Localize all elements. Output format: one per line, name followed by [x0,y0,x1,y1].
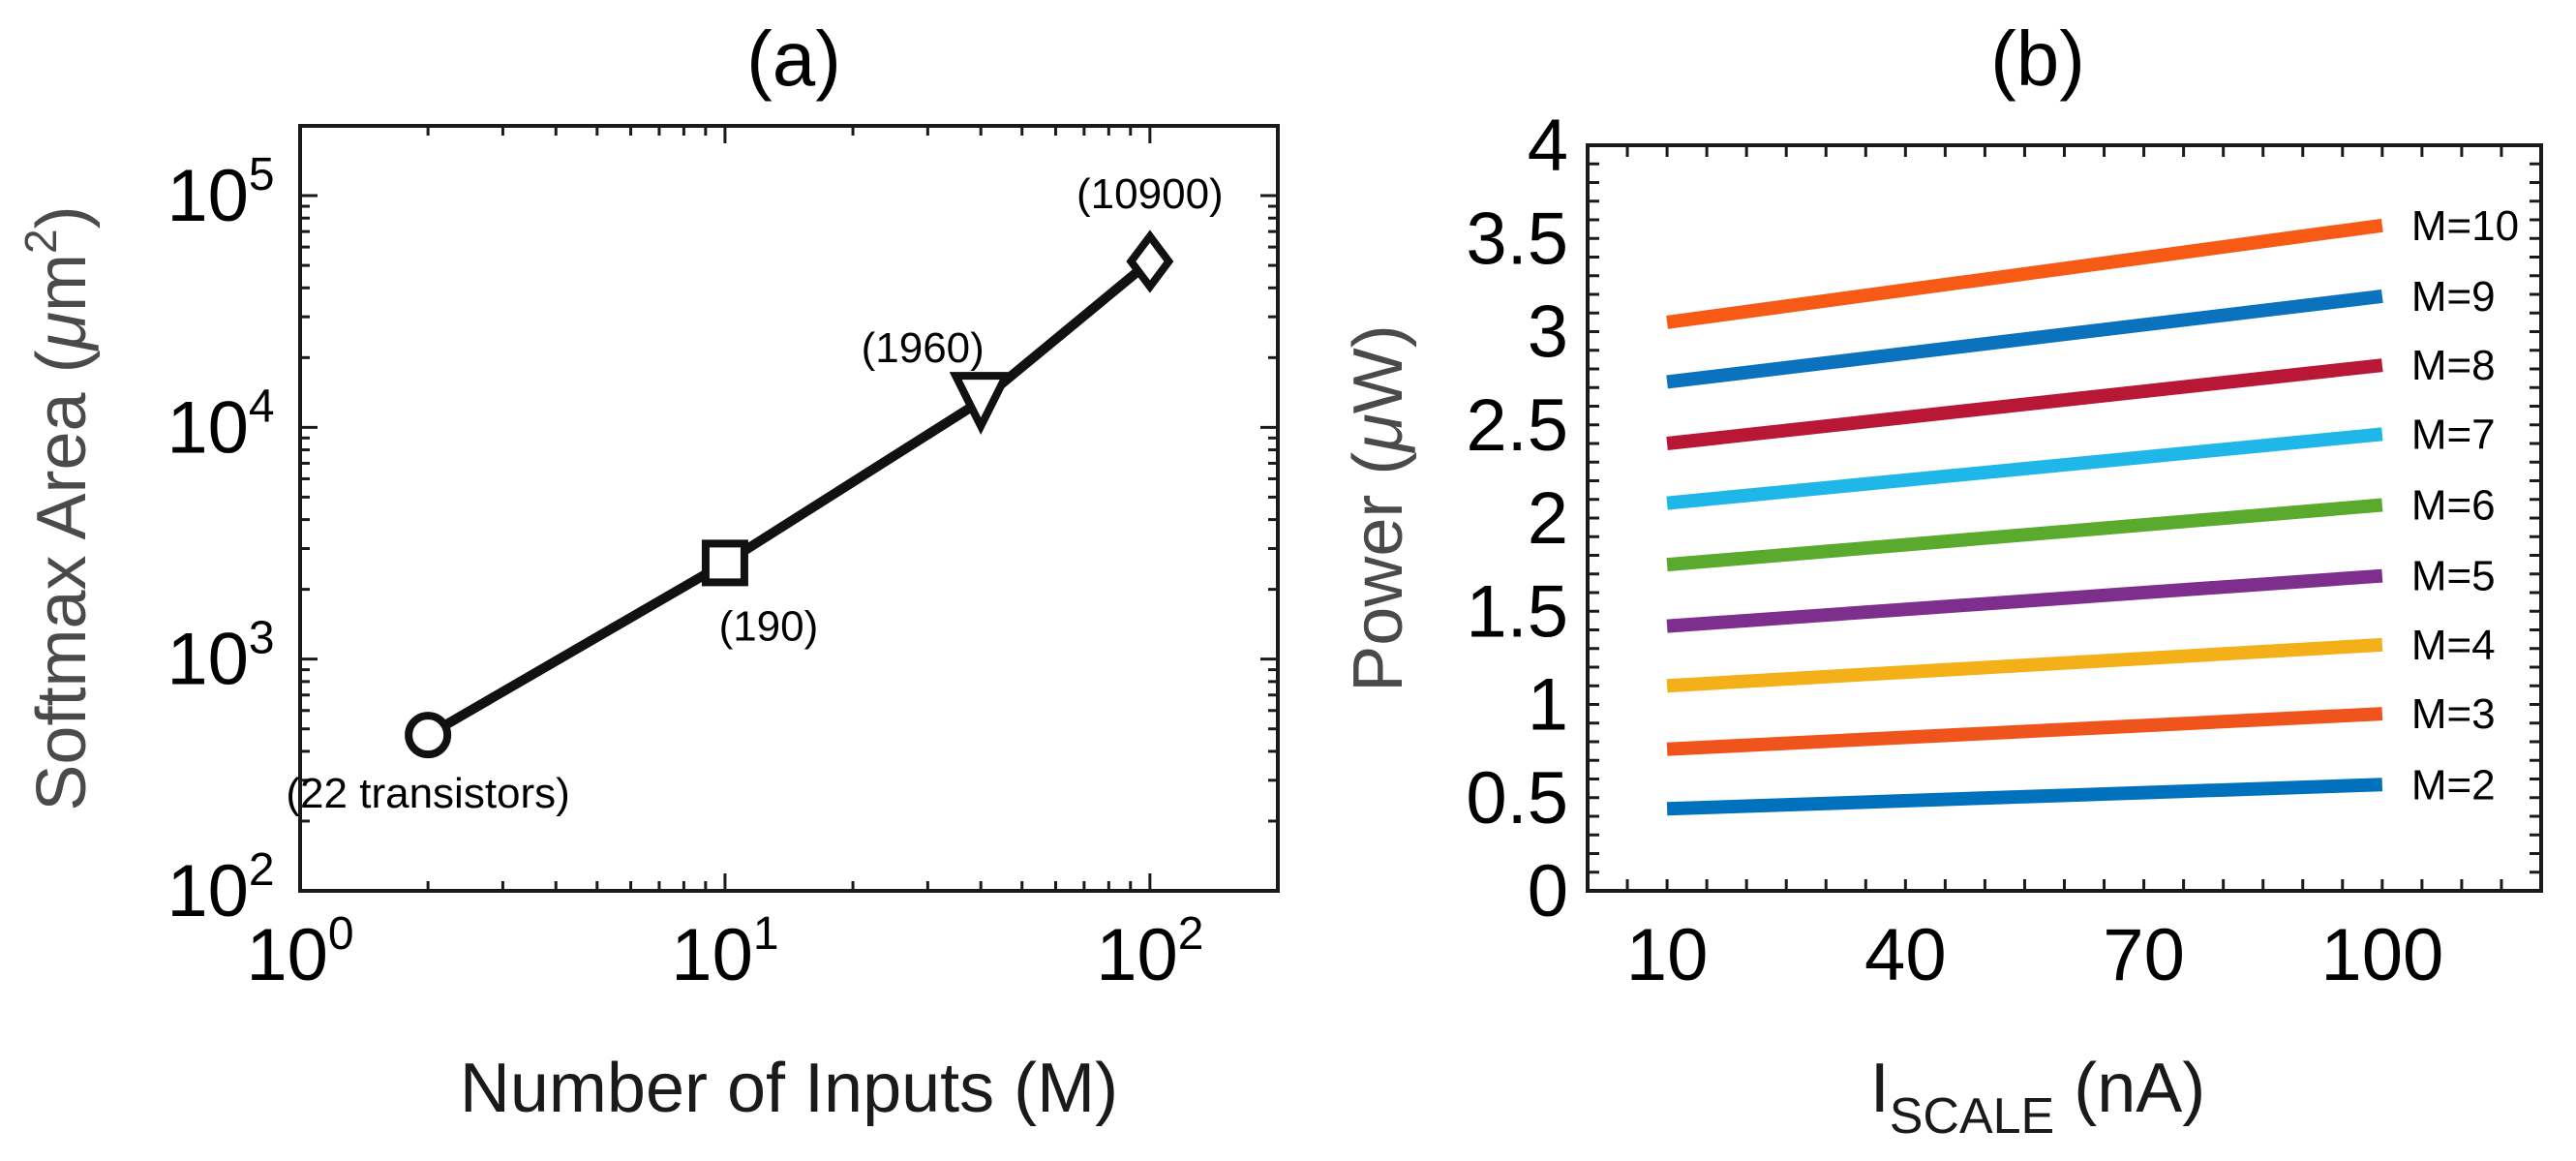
panel-b-ylabel-mu: μ [1340,413,1417,453]
panel-a-y-tick-label: 103 [167,613,274,701]
panel-b-series-line [1666,637,2383,693]
panel-a-x-tick-labels: 100 101 102 [246,908,1203,996]
panel-b-y-tick-labels: 0 0.5 1 1.5 2 2.5 3 3.5 4 [1466,105,1568,932]
panel-b-xlabel-sub: SCALE [1890,1088,2055,1145]
panel-b-y-tick-label: 2.5 [1466,384,1568,467]
panel-b-legend: M=2 M=3 M=4 M=5 M=6 M=7 M=8 M=9 M=10 [2411,202,2519,810]
panel-a-ylabel-prefix: Softmax Area ( [23,350,101,810]
panel-b-frame [1586,143,2543,893]
panel-b-series-line [1666,778,2383,816]
panel-b-y-tick-label: 3.5 [1466,198,1568,280]
panel-a-annotation: (10900) [1076,170,1224,218]
panel-a-title: (a) [746,15,841,102]
panel-a-ylabel-unit: m [23,254,101,312]
panel-a-y-axis-label: Softmax Area (μm2) [15,205,101,810]
panel-b-x-tick-label: 40 [1864,914,1947,996]
panel-a-x-tick-label: 100 [246,908,353,996]
panel-b-y-tick-label: 0 [1528,850,1568,932]
panel-b-legend-label: M=9 [2411,273,2496,321]
panel-a-ylabel-sup: 2 [15,229,66,254]
panel-b-x-tick-label: 10 [1626,914,1709,996]
panel-b-series-line [1666,289,2383,389]
panel-b-series-line [1666,427,2383,510]
panel-b-legend-label: M=2 [2411,761,2496,809]
panel-a-annotation: (22 transistors) [286,770,569,817]
panel-b-y-tick-label: 1 [1528,664,1568,747]
panel-a-marker-triangle [949,372,1013,436]
panel-b-series-line [1666,218,2383,329]
panel-a-y-tick-labels: 102 103 104 105 [167,149,274,932]
panel-a-x-tick-label: 102 [1096,908,1203,996]
panel-b-legend-label: M=3 [2411,690,2496,738]
panel-b-series-line [1666,568,2383,633]
panel-b-series-line [1666,358,2383,450]
panel-b-y-tick-label: 0.5 [1466,757,1568,840]
panel-a-y-tick-label: 104 [167,381,274,469]
panel-a-x-axis-label: Number of Inputs (M) [460,1050,1118,1127]
panel-a-annotation: (1960) [862,324,985,372]
panel-a-annotations: (22 transistors) (190) (1960) (10900) [286,170,1223,817]
panel-b-xlabel-main: I [1870,1050,1890,1127]
panel-b-y-axis-label: Power (μW) [1340,324,1417,691]
panel-a-annotation: (190) [719,602,819,650]
panel-b-ticks [1586,143,2543,893]
panel-a-ticks [298,124,1280,893]
panel-b-xlabel-unit: (nA) [2054,1050,2205,1127]
panel-b-ylabel-unit: W [1340,348,1417,413]
panel-b-y-tick-label: 3 [1528,291,1568,374]
panel-b-y-tick-label: 4 [1528,105,1568,187]
panel-a-marker-square [701,539,748,587]
panel-a-y-tick-label: 105 [167,149,274,237]
panel-b-y-tick-label: 1.5 [1466,570,1568,653]
panel-b-x-tick-label: 70 [2103,914,2185,996]
panel-b-legend-label: M=10 [2411,202,2519,250]
panel-a-series-line [425,258,1154,740]
panel-b-legend-label: M=4 [2411,622,2496,669]
panel-b-x-tick-labels: 10 40 70 100 [1626,914,2443,996]
panel-b-series-line [1666,707,2383,756]
panel-b-legend-label: M=5 [2411,553,2496,600]
panel-b-series-lines [1666,218,2383,816]
panel-b-power: (b) 10 40 70 100 00.511.522.533.54 M=2M=3M=… [1340,15,2543,1145]
panel-b-x-axis-label: ISCALE (nA) [1870,1050,2206,1145]
panel-b-title: (b) [1990,15,2085,102]
panel-b-y-tick-label: 2 [1528,477,1568,560]
panel-b-legend-label: M=7 [2411,411,2496,458]
panel-b-series-line [1666,498,2383,572]
panel-b-legend-label: M=8 [2411,342,2496,389]
panel-a-softmax-area: (a) 100 101 102 102 103 104 105 (22 transisto… [15,15,1280,1127]
panel-a-ylabel-suffix: ) [23,205,101,229]
panel-a-marker-diamond [1126,229,1174,293]
panel-a-marker-circle [405,712,452,759]
panel-b-legend-label: M=6 [2411,482,2496,530]
panel-a-ylabel-mu: μ [23,312,101,351]
panel-b-ylabel-prefix: Power ( [1340,452,1417,692]
panel-a-y-tick-label: 102 [167,844,274,932]
panel-b-x-tick-label: 100 [2320,914,2443,996]
panel-a-markers [405,229,1174,759]
panel-a-frame [298,124,1280,893]
panel-a-x-tick-label: 101 [671,908,778,996]
panel-b-ylabel-suffix: ) [1340,324,1417,348]
